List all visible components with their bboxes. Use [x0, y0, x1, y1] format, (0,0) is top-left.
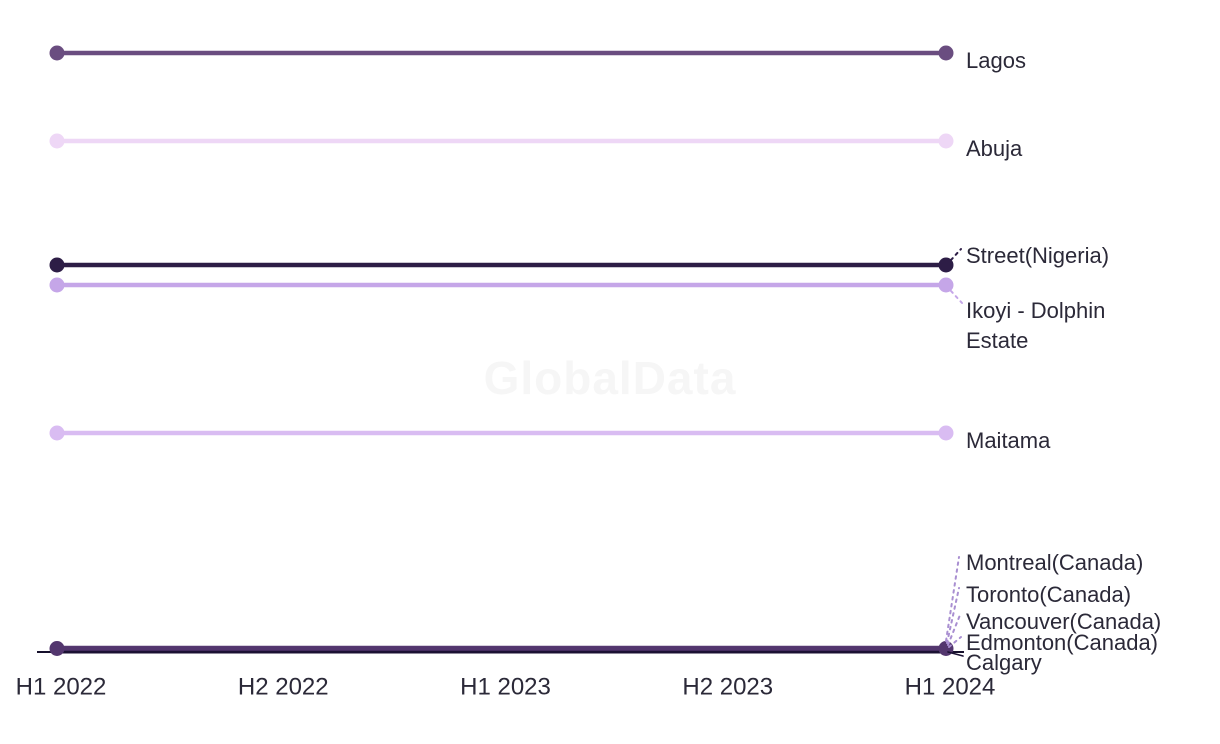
leader-street-nigeria [950, 248, 962, 261]
series-dot-right-ikoyi-dolphin-estate [938, 277, 954, 293]
series-dot-left-ikoyi-dolphin-estate [49, 277, 65, 293]
series-dot-left-maitama [49, 425, 65, 441]
x-axis-label-h2-2023: H2 2023 [682, 674, 773, 701]
leader-toronto-canada [946, 587, 960, 644]
leader-vancouver-canada [947, 614, 961, 646]
x-axis-label-h1-2024: H1 2024 [905, 674, 996, 701]
series-label-vancouver-canada: Vancouver(Canada) [966, 609, 1161, 634]
series-dot-left-lagos [49, 45, 65, 61]
x-axis-label-h1-2022: H1 2022 [16, 674, 107, 701]
x-axis-label-h2-2022: H2 2022 [238, 674, 329, 701]
series-label-edmonton-canada: Edmonton(Canada) [966, 630, 1158, 655]
series-dot-right-abuja [938, 133, 954, 149]
series-label-ikoyi-dolphin-estate: Ikoyi - Dolphin Estate [966, 298, 1105, 353]
series-dot-right-lagos [938, 45, 954, 61]
series-label-street-nigeria: Street(Nigeria) [966, 243, 1109, 268]
series-dot-right-maitama [938, 425, 954, 441]
leader-montreal-canada [945, 556, 960, 642]
leader-calgary [947, 651, 964, 657]
series-dot-right-street-nigeria [938, 257, 954, 273]
series-dot-left-edmonton-canada [49, 641, 65, 656]
leader-edmonton-canada [948, 636, 962, 648]
leader-ikoyi-dolphin-estate [950, 290, 963, 304]
series-label-lagos: Lagos [966, 48, 1026, 73]
series-dot-left-abuja [49, 133, 65, 149]
series-dot-right-edmonton-canada [938, 641, 954, 656]
x-axis-label-h1-2023: H1 2023 [460, 674, 551, 701]
series-dot-left-street-nigeria [49, 257, 65, 273]
series-label-calgary: Calgary [966, 650, 1042, 675]
series-label-maitama: Maitama [966, 428, 1051, 453]
series-label-toronto-canada: Toronto(Canada) [966, 582, 1131, 607]
series-label-montreal-canada: Montreal(Canada) [966, 550, 1143, 575]
series-label-abuja: Abuja [966, 136, 1023, 161]
